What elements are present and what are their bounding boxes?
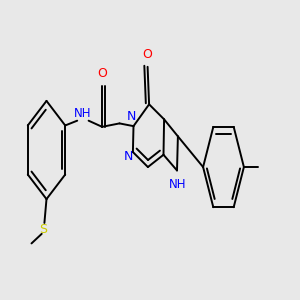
Text: N: N bbox=[123, 150, 133, 163]
Text: O: O bbox=[143, 48, 152, 61]
Text: NH: NH bbox=[169, 178, 186, 190]
Text: NH: NH bbox=[74, 107, 92, 120]
Text: S: S bbox=[40, 223, 47, 236]
Text: O: O bbox=[97, 67, 107, 80]
Text: N: N bbox=[126, 110, 136, 123]
